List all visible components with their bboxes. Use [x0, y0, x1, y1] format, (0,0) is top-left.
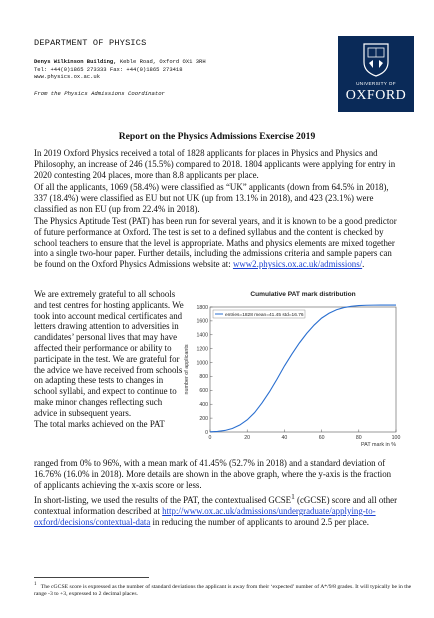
contextual-data-link[interactable]: http://www.ox.ac.uk/admissions/undergrad…	[34, 505, 376, 527]
footnote-marker: 1	[34, 582, 37, 587]
x-tick-label: 0	[209, 435, 212, 441]
x-tick-label: 60	[319, 435, 325, 441]
from-line: From the Physics Admissions Coordinator	[34, 90, 165, 97]
x-tick-label: 80	[356, 435, 362, 441]
address-block: Denys Wilkinson Building, Keble Road, Ox…	[34, 58, 206, 81]
legend-label: entries=1828 mean=41.45 std=16.76	[225, 312, 304, 318]
y-tick-label: 600	[199, 388, 208, 394]
address-street: Keble Road, Oxford OX1 3RH	[116, 58, 206, 65]
shortlisting-text-a: In short-listing, we used the results of…	[34, 494, 292, 505]
y-tick-label: 800	[199, 374, 208, 380]
x-tick-label: 100	[392, 435, 401, 441]
paragraph-applicants: In 2019 Oxford Physics received a total …	[34, 148, 396, 180]
x-tick-label: 20	[244, 435, 250, 441]
paragraph-total-marks: ranged from 0% to 96%, with a mean mark …	[34, 458, 392, 490]
y-tick-label: 1000	[196, 360, 208, 366]
footnote-ref: 1	[291, 492, 295, 501]
logo-university-of: UNIVERSITY OF	[356, 81, 396, 86]
y-tick-label: 1200	[196, 346, 208, 352]
address-building: Denys Wilkinson Building,	[34, 58, 117, 65]
paragraph-classification: Of all the applicants, 1069 (58.4%) were…	[34, 182, 389, 214]
oxford-logo: UNIVERSITY OF OXFORD	[338, 36, 414, 112]
address-phone: Tel: +44(0)1865 273333 Fax: +44(0)1865 2…	[34, 65, 183, 73]
address-website: www.physics.ox.ac.uk	[34, 73, 101, 81]
footnote-text: The cGCSE score is expressed as the numb…	[34, 583, 412, 598]
y-axis-label: number of applicants	[184, 344, 190, 394]
y-tick-label: 200	[199, 416, 208, 422]
plot-frame	[209, 306, 397, 433]
y-tick-label: 1800	[196, 305, 208, 311]
crest-icon	[363, 43, 389, 77]
paragraph-pat: The Physics Aptitude Test (PAT) has been…	[34, 216, 400, 270]
shortlisting-text-c: in reducing the number of applicants to …	[150, 516, 369, 527]
pat-text: The Physics Aptitude Test (PAT) has been…	[34, 216, 397, 270]
shortlisting-text-b: (cGCSE) score and all other contextual i…	[34, 494, 398, 516]
logo-oxford: OXFORD	[345, 88, 407, 103]
y-tick-label: 0	[205, 430, 208, 436]
pat-chart: Cumulative PAT mark distribution 0 20 40 60 8…	[184, 291, 401, 447]
footnote-rule	[34, 577, 149, 578]
footnote: 1 The cGCSE score is expressed as the nu…	[34, 581, 414, 599]
admissions-link[interactable]: www2.physics.ox.ac.uk/admissions/	[232, 259, 363, 270]
report-title: Report on the Physics Admissions Exercis…	[118, 131, 316, 142]
pat-text-end: .	[362, 259, 365, 270]
x-axis-label: PAT mark in %	[361, 442, 396, 447]
legend-box	[212, 309, 306, 319]
total-marks-start: The total marks achieved on the PAT	[34, 418, 165, 429]
y-tick-label: 400	[199, 402, 208, 408]
department-name: DEPARTMENT OF PHYSICS	[34, 38, 147, 48]
paragraph-thanks: We are extremely grateful to all schools…	[34, 289, 184, 429]
y-tick-label: 1600	[196, 319, 208, 325]
paragraph-shortlisting: In short-listing, we used the results of…	[34, 492, 400, 527]
x-tick-label: 40	[282, 435, 288, 441]
chart-title: Cumulative PAT mark distribution	[250, 291, 355, 298]
thanks-text: We are extremely grateful to all schools…	[34, 289, 184, 418]
y-tick-label: 1400	[196, 333, 208, 339]
cumulative-line	[209, 304, 396, 433]
